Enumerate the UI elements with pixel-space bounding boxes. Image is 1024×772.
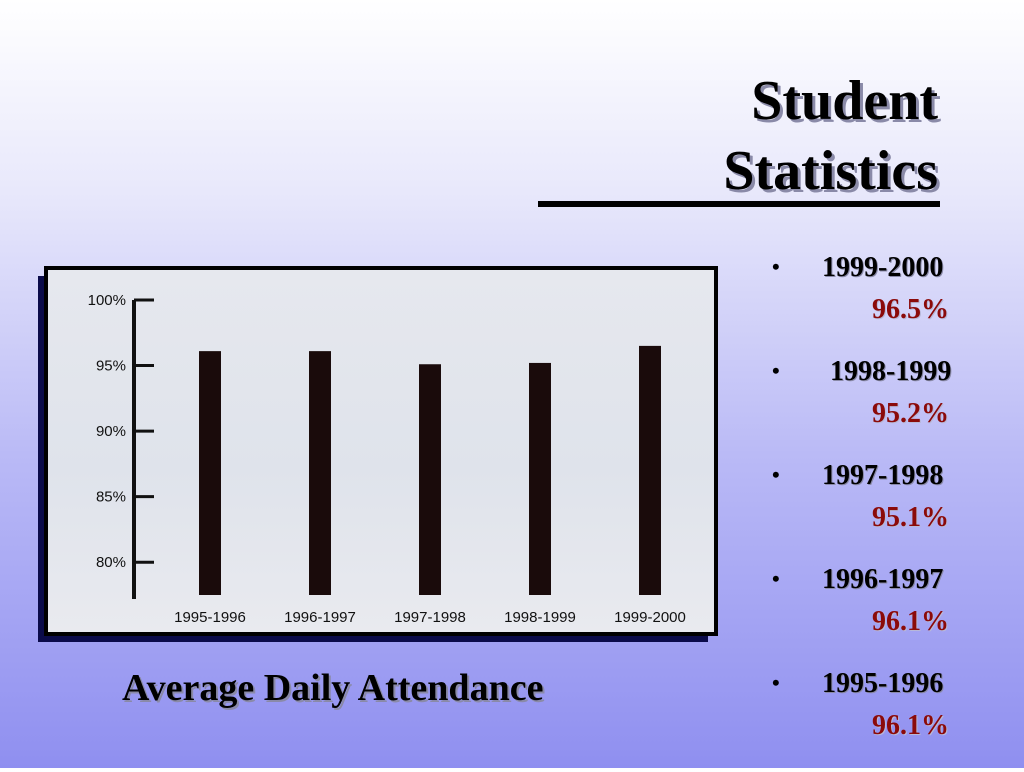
y-tick-label: 80%: [96, 554, 126, 571]
list-item-value: 95.1%: [872, 502, 949, 533]
list-item-value: 95.2%: [872, 398, 949, 429]
list-item-value: 96.1%: [872, 606, 949, 637]
x-tick-label: 1996-1997: [284, 609, 356, 626]
list-item: • 1999-2000 96.5%: [768, 252, 998, 356]
title-underline: [538, 201, 940, 207]
list-item: • 1995-1996 96.1%: [768, 668, 998, 772]
list-item: • 1998-1999 95.2%: [768, 356, 998, 460]
bullet-icon: •: [772, 358, 780, 383]
chart-plot-area: 80% 85% 90% 95% 100% 1995-1996 1996-1997 1997-1…: [48, 270, 714, 632]
list-item-year: 1997-1998: [822, 460, 944, 491]
bullet-icon: •: [772, 254, 780, 279]
slide-title: Student Statistics: [538, 66, 938, 206]
list-item-year: 1998-1999: [830, 356, 952, 387]
attendance-bar-chart: 80% 85% 90% 95% 100% 1995-1996 1996-1997 1997-1…: [88, 292, 686, 626]
x-tick-label: 1998-1999: [504, 609, 576, 626]
x-tick-label: 1995-1996: [174, 609, 246, 626]
chart-caption: Average Daily Attendance: [122, 667, 544, 709]
title-line-1: Student: [751, 70, 938, 132]
x-tick-label: 1999-2000: [614, 609, 686, 626]
y-tick-label: 100%: [88, 292, 126, 309]
bullet-icon: •: [772, 462, 780, 487]
title-line-2: Statistics: [723, 140, 938, 202]
bar: [199, 351, 221, 595]
bar: [639, 345, 661, 595]
list-item: • 1997-1998 95.1%: [768, 460, 998, 564]
list-item-year: 1996-1997: [822, 564, 944, 595]
y-tick-label: 90%: [96, 423, 126, 440]
bar: [529, 362, 551, 595]
y-tick-label: 95%: [96, 358, 126, 375]
list-item-year: 1995-1996: [822, 668, 944, 699]
attendance-list: • 1999-2000 96.5% • 1998-1999 95.2% • 19…: [768, 252, 998, 772]
list-item: • 1996-1997 96.1%: [768, 564, 998, 668]
list-item-value: 96.1%: [872, 710, 949, 741]
bullet-icon: •: [772, 670, 780, 695]
list-item-value: 96.5%: [872, 294, 949, 325]
list-item-year: 1999-2000: [822, 252, 944, 283]
chart-frame: 80% 85% 90% 95% 100% 1995-1996 1996-1997 1997-1…: [44, 266, 718, 636]
y-tick-label: 85%: [96, 489, 126, 506]
bar: [419, 364, 441, 595]
x-tick-label: 1997-1998: [394, 609, 466, 626]
bar: [309, 351, 331, 595]
bullet-icon: •: [772, 566, 780, 591]
